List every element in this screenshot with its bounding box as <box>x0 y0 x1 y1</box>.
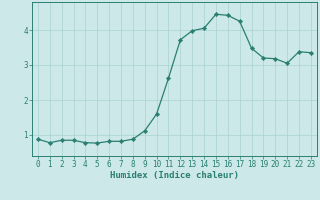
X-axis label: Humidex (Indice chaleur): Humidex (Indice chaleur) <box>110 171 239 180</box>
